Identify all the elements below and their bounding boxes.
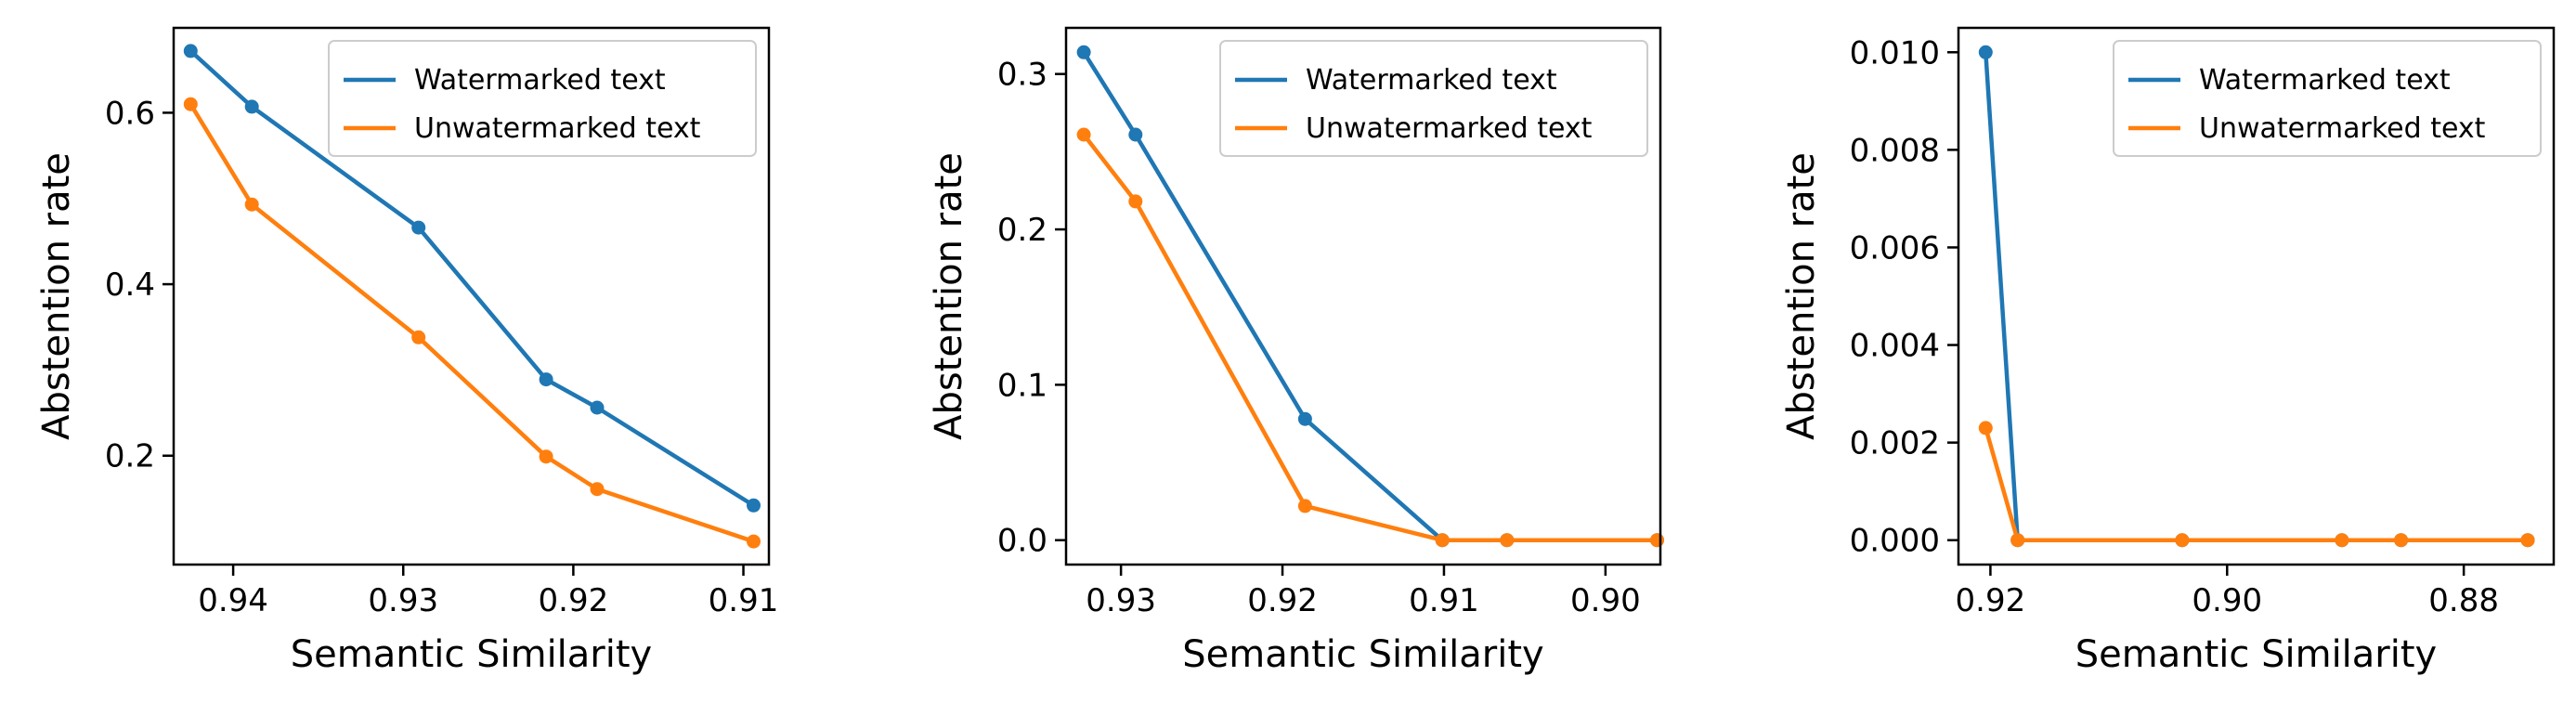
legend-entry: Unwatermarked text [414,112,701,145]
data-point [1500,533,1515,548]
axes-frame [1957,26,2556,566]
chart-panel-1: 0.94 0.93 0.92 0.91 0.2 0.4 0.6 Semantic Simila… [35,26,779,676]
data-point [244,99,259,114]
series-line-2 [1080,131,1659,542]
data-point [2335,533,2349,548]
x-tick-label: 0.94 [198,582,268,619]
series-line-2 [188,101,757,544]
x-tick-label: 0.92 [1247,582,1318,619]
chart-panel-2: 0.93 0.92 0.91 0.90 0.0 0.1 0.2 0.3 Semantic Sim… [928,26,1664,676]
data-point [1128,127,1143,142]
y-tick-label: 0.2 [105,438,155,475]
y-axis-label: Abstention rate [35,152,78,440]
data-point [2520,533,2535,548]
legend-entry: Watermarked text [414,64,666,97]
y-tick-label: 0.000 [1850,523,1940,560]
legend: Watermarked text Unwatermarked text [2113,40,2542,157]
data-point [1297,499,1312,514]
y-tick-label: 0.1 [997,367,1047,404]
y-tick-label: 0.008 [1850,132,1940,169]
y-tick-label: 0.010 [1850,34,1940,72]
data-point [2010,533,2025,548]
chart-panel-3: 0.92 0.90 0.88 0.000 0.002 0.004 0.006 0.008 0.0… [1780,26,2556,676]
series-line-2 [1983,425,2530,542]
axes-frame [1064,26,1662,566]
x-axis-label: Semantic Similarity [2075,633,2437,676]
y-axis-label: Abstention rate [1780,152,1823,440]
x-tick-label: 0.92 [1956,582,2026,619]
data-point [747,498,761,513]
data-point [1650,533,1664,548]
axes-frame [172,26,771,566]
data-point [411,330,426,344]
data-point [1076,127,1091,142]
data-point [590,482,605,497]
x-axis-label: Semantic Similarity [1182,633,1543,676]
y-tick-label: 0.004 [1850,328,1940,365]
legend-box [328,40,757,157]
legend-entry: Unwatermarked text [1306,112,1593,145]
y-axis-label: Abstention rate [928,152,970,440]
x-tick-label: 0.93 [1086,582,1156,619]
data-point [1978,45,1993,59]
x-tick-label: 0.90 [1570,582,1641,619]
y-tick-label: 0.002 [1850,425,1940,462]
data-point [747,534,761,549]
data-point [2394,533,2409,548]
legend-box [1219,40,1648,157]
data-point [1435,533,1450,548]
y-tick-label: 0.6 [105,95,155,132]
data-point [539,372,553,387]
series-line-1 [188,47,757,509]
legend-box [2113,40,2542,157]
y-tick-label: 0.2 [997,212,1047,249]
data-point [411,220,426,235]
x-tick-label: 0.88 [2428,582,2499,619]
data-point [1297,411,1312,426]
x-tick-label: 0.91 [709,582,779,619]
data-point [1128,194,1143,209]
data-point [183,97,198,111]
data-point [183,44,198,58]
x-tick-label: 0.91 [1409,582,1479,619]
legend-entry: Watermarked text [2199,64,2451,97]
y-tick-label: 0.0 [997,523,1047,560]
x-axis-label: Semantic Similarity [291,633,652,676]
legend-entry: Unwatermarked text [2199,112,2486,145]
x-tick-label: 0.92 [539,582,609,619]
data-point [539,449,553,464]
legend-entry: Watermarked text [1306,64,1557,97]
y-tick-label: 0.3 [997,57,1047,94]
data-point [1076,45,1091,59]
legend: Watermarked text Unwatermarked text [1219,40,1648,157]
data-point [2175,533,2190,548]
y-tick-label: 0.006 [1850,229,1940,266]
data-point [1978,421,1993,436]
data-point [244,197,259,212]
x-tick-label: 0.93 [368,582,438,619]
x-tick-label: 0.90 [2192,582,2262,619]
legend: Watermarked text Unwatermarked text [328,40,757,157]
y-tick-label: 0.4 [105,266,155,304]
data-point [590,400,605,415]
